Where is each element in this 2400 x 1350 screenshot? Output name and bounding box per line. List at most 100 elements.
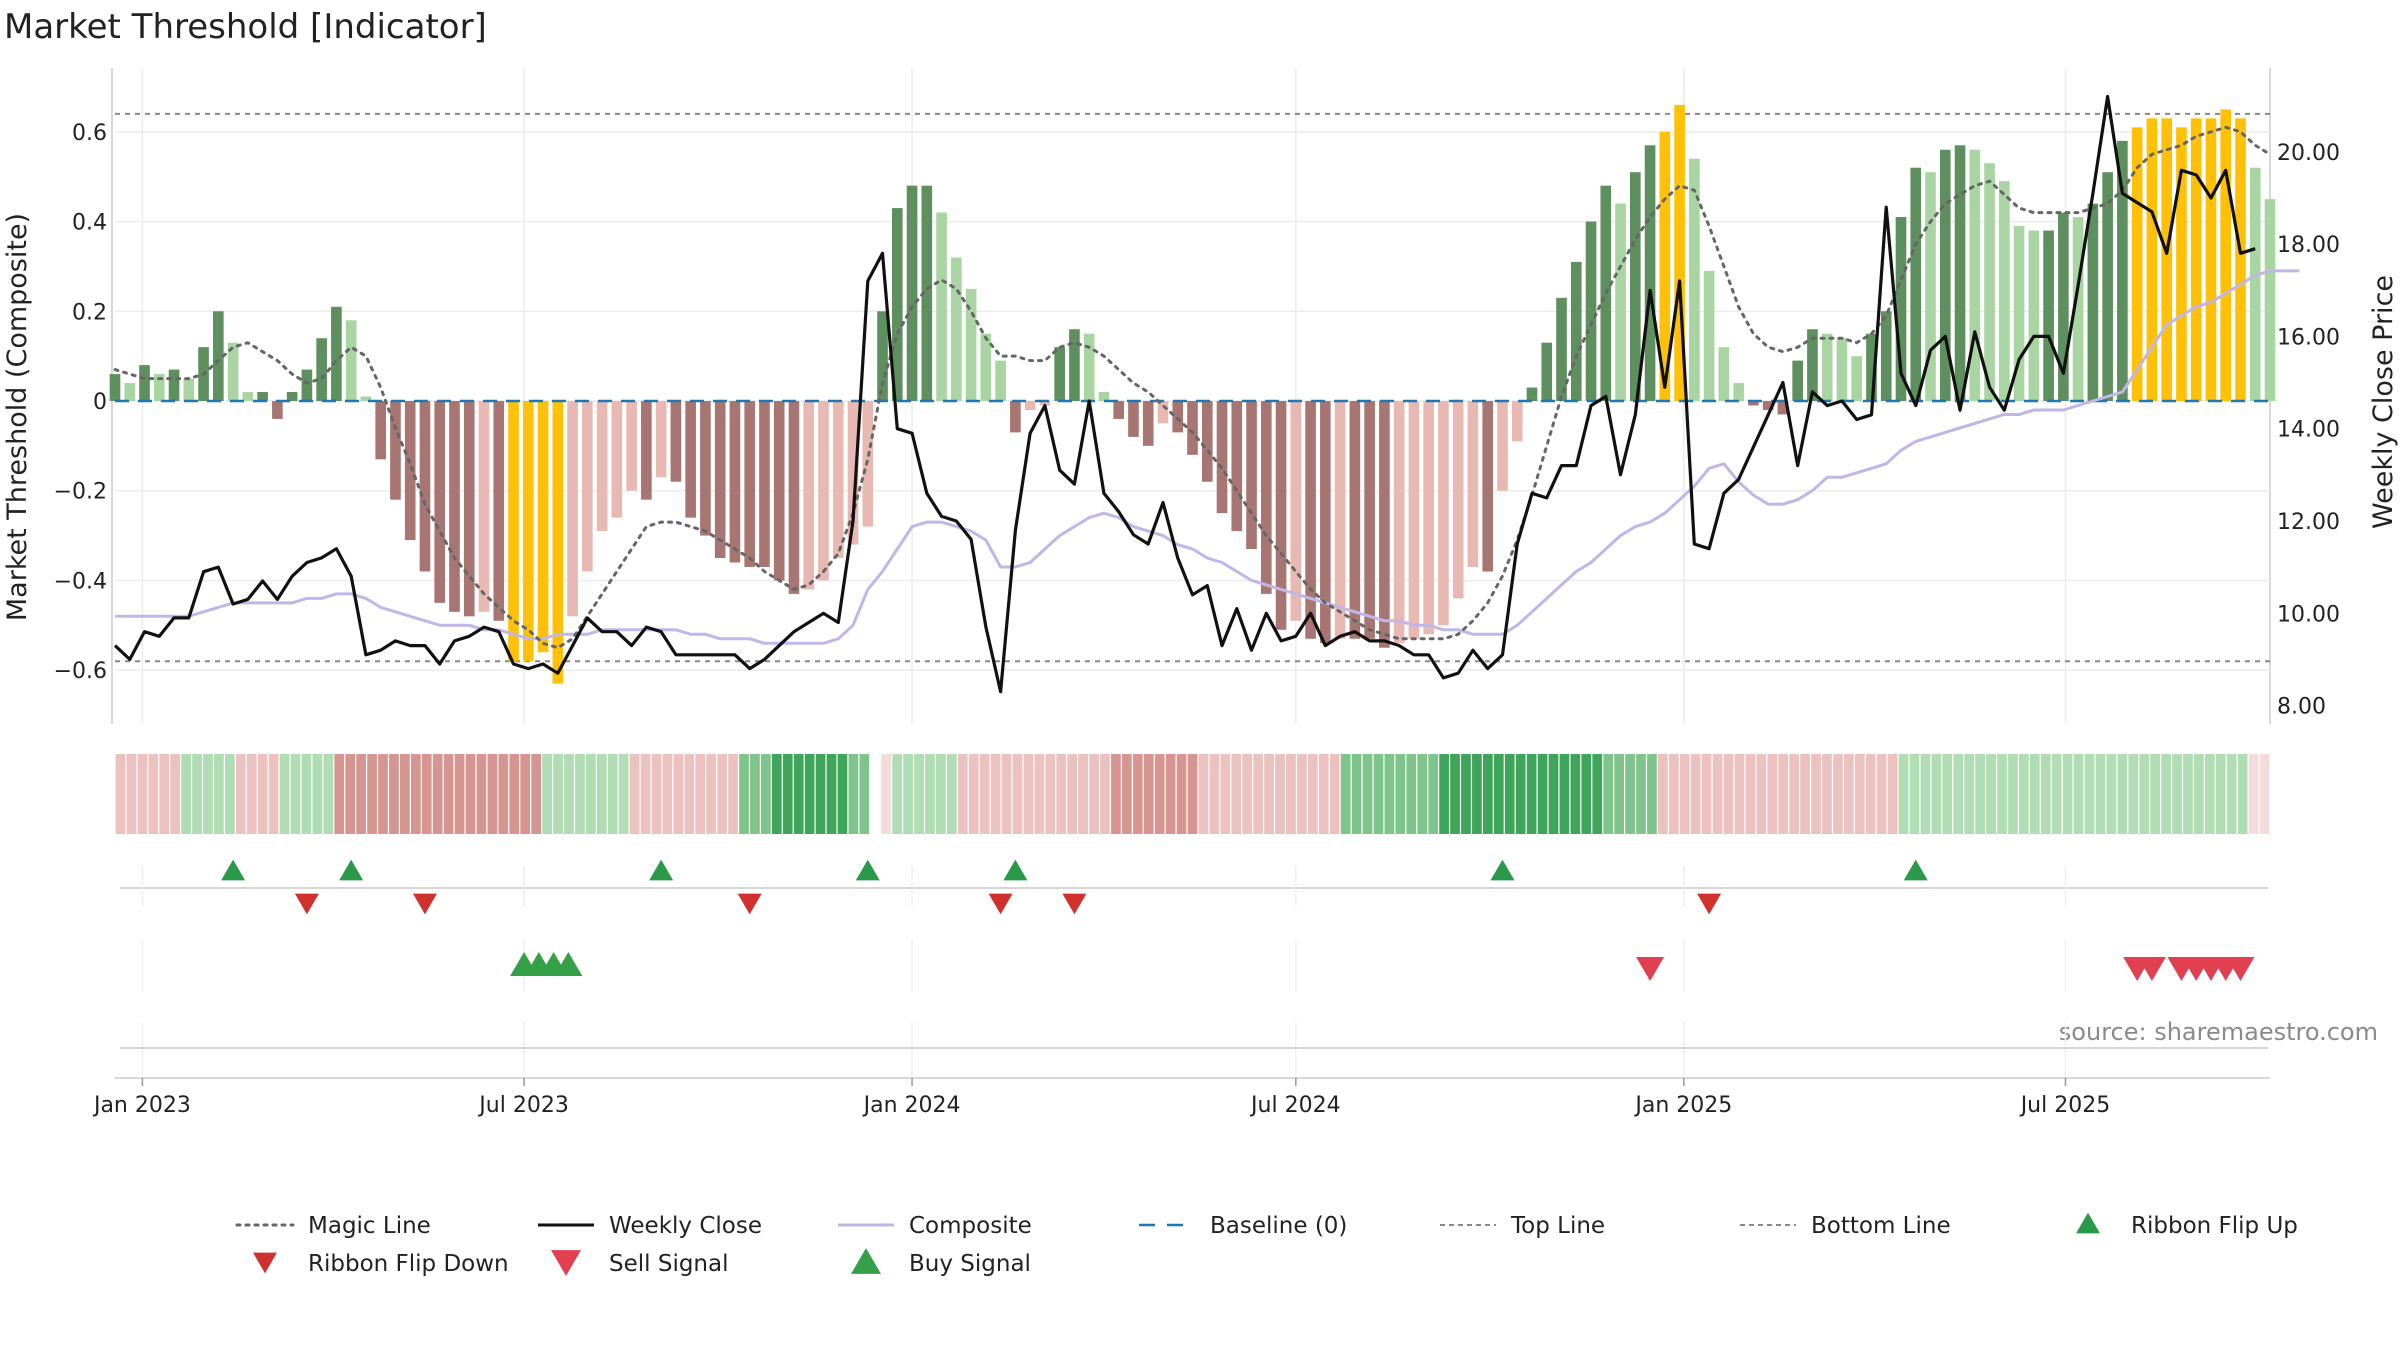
composite-bar	[1349, 401, 1361, 639]
ribbon-cell	[946, 754, 957, 834]
ribbon-cell	[761, 754, 771, 834]
composite-bar	[1275, 401, 1287, 630]
composite-bar	[1497, 401, 1508, 491]
composite-bar	[463, 401, 475, 617]
sell-signal-marker	[2137, 956, 2166, 982]
y-tick-label-right: 14.00	[2277, 418, 2340, 443]
composite-bar	[1334, 401, 1346, 639]
ribbon-cell	[979, 754, 990, 834]
composite-bar	[1718, 347, 1730, 401]
composite-bar	[139, 365, 150, 401]
source-label: source: sharemaestro.com	[2059, 1018, 2378, 1046]
composite-bar	[1969, 149, 1981, 401]
composite-bar	[980, 333, 992, 401]
composite-bar	[2264, 199, 2276, 401]
ribbon-cell	[1493, 754, 1504, 834]
ribbon-cell	[1723, 754, 1734, 834]
ribbon-cell	[1351, 754, 1362, 834]
ribbon-cell	[804, 754, 815, 834]
ribbon-cell	[1647, 754, 1657, 834]
ribbon-cell	[1778, 754, 1789, 834]
ribbon-cell	[859, 754, 870, 834]
legend-item-sell: Sell Signal	[551, 1250, 729, 1277]
legend-item-close: Weekly Close	[538, 1213, 762, 1239]
composite-bar	[316, 338, 327, 401]
composite-bar	[2117, 140, 2128, 402]
ribbon-flip-up-marker	[339, 859, 364, 881]
y-tick-label-right: 18.00	[2277, 233, 2340, 258]
composite-bar	[1910, 167, 1922, 401]
ribbon-cell	[443, 754, 454, 834]
ribbon-cell	[2204, 754, 2215, 834]
composite-bar	[109, 374, 121, 401]
legend-label-composite: Composite	[909, 1213, 1032, 1239]
ribbon-cell	[575, 754, 585, 834]
composite-bar	[1364, 401, 1375, 639]
ribbon-cell	[312, 754, 323, 834]
composite-bar	[1659, 131, 1671, 402]
composite-bar	[1083, 333, 1095, 401]
composite-bar	[1821, 333, 1833, 401]
composite-bar	[390, 401, 401, 500]
legend-swatch-flip_down	[253, 1252, 277, 1274]
ribbon-cell	[553, 754, 563, 834]
ribbon-cell	[684, 754, 695, 834]
ribbon-cell	[1231, 754, 1242, 834]
ribbon-cell	[2248, 754, 2259, 834]
composite-bar	[1999, 181, 2010, 401]
composite-bar	[1393, 401, 1405, 644]
composite-bar	[773, 401, 785, 581]
composite-bar	[375, 401, 386, 460]
ribbon-cell	[1537, 754, 1548, 834]
composite-bar	[1615, 203, 1626, 401]
ribbon-cell	[1636, 754, 1646, 834]
ribbon-cell	[1822, 754, 1832, 834]
ribbon-cell	[1614, 754, 1624, 834]
composite-bar	[714, 401, 726, 559]
ribbon-cell	[1220, 754, 1231, 834]
composite-bar	[655, 401, 667, 478]
composite-bar	[1689, 158, 1700, 401]
ribbon-cell	[651, 754, 662, 834]
legend-item-bottom: Bottom Line	[1740, 1213, 1951, 1239]
ribbon-cell	[914, 754, 924, 834]
composite-bar	[493, 401, 505, 621]
ribbon-flip-down-marker	[737, 893, 762, 915]
ribbon-cell	[618, 754, 629, 834]
ribbon-cell	[2215, 754, 2226, 834]
ribbon-flip-up-marker	[221, 859, 246, 881]
composite-bar	[1939, 149, 1951, 401]
ribbon-cell	[1012, 754, 1023, 834]
x-tick-label: Jan 2023	[92, 1093, 191, 1118]
composite-bar	[995, 360, 1006, 401]
ribbon-cell	[662, 754, 673, 834]
composite-bar	[1570, 261, 1582, 401]
composite-bar	[168, 369, 180, 401]
ribbon-cell	[1756, 754, 1767, 834]
composite-bar	[183, 378, 195, 401]
ribbon-cell	[454, 754, 465, 834]
ribbon-cell	[1242, 754, 1253, 834]
ribbon-cell	[1953, 754, 1964, 834]
ribbon-cell	[706, 754, 717, 834]
ribbon-cell	[1865, 754, 1876, 834]
ribbon-cell	[881, 754, 892, 834]
ribbon-cell	[1526, 754, 1537, 834]
composite-bar	[2013, 226, 2025, 401]
ribbon-cell	[2139, 754, 2150, 834]
composite-bar	[832, 401, 844, 559]
composite-bar	[1320, 401, 1331, 644]
signal-panel	[141, 940, 2255, 992]
ribbon-cell	[1056, 754, 1067, 834]
composite-bar	[1526, 387, 1538, 401]
composite-bar	[1305, 401, 1316, 639]
ribbon-cell	[1570, 754, 1581, 834]
ribbon-cell	[1034, 754, 1045, 834]
ribbon-cell	[1078, 754, 1088, 834]
ribbon-cell	[1811, 754, 1821, 834]
ribbon-cell	[1406, 754, 1417, 834]
ribbon-cell	[1089, 754, 1099, 834]
ribbon-cell	[224, 754, 235, 834]
legend-swatch-flip_up	[2076, 1212, 2100, 1234]
